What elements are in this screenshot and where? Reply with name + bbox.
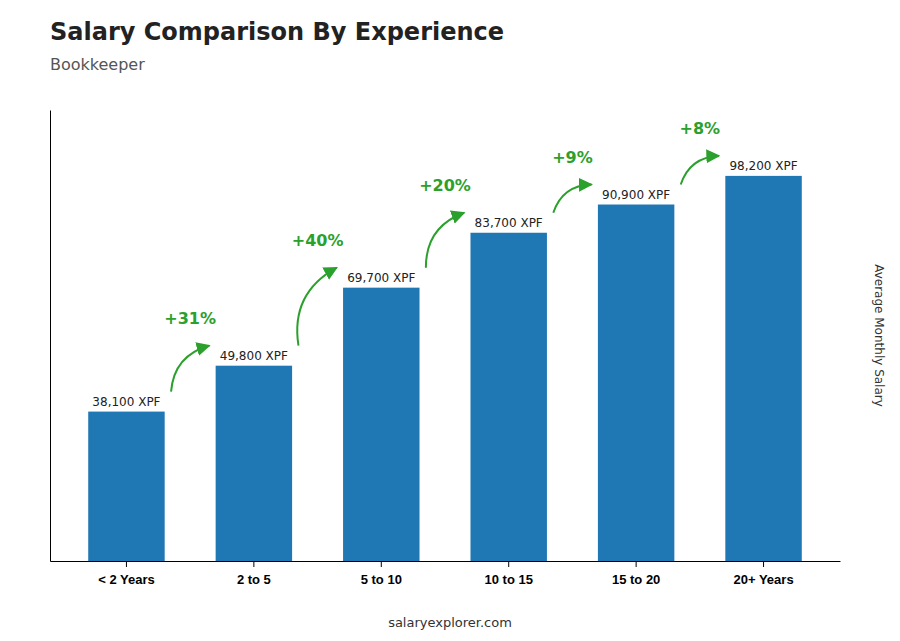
x-tick-mark	[636, 561, 637, 567]
pct-arrow	[426, 213, 464, 268]
y-axis-line	[50, 111, 51, 562]
x-axis-line	[51, 561, 841, 562]
y-axis-label: Average Monthly Salary	[872, 264, 886, 407]
y-axis	[50, 111, 51, 562]
bar	[343, 288, 419, 561]
chart: Salary Comparison By Experience Bookkeepe…	[0, 0, 900, 641]
x-tick-label: 5 to 10	[361, 572, 402, 587]
x-tick-label: 2 to 5	[237, 572, 271, 587]
x-tick: 10 to 15	[484, 561, 532, 587]
data-label: 38,100 XPF	[92, 395, 160, 409]
x-tick-label: 20+ Years	[733, 572, 793, 587]
pct-annotation: +9%	[552, 148, 593, 167]
pct-annotation: +8%	[680, 119, 721, 138]
data-label: 69,700 XPF	[347, 271, 415, 285]
x-tick: 2 to 5	[237, 561, 271, 587]
x-axis: < 2 Years 2 to 5 5 to 10 10 to 15 15 to 20 20…	[51, 561, 841, 587]
x-tick-mark	[126, 561, 127, 567]
pct-annotation: +20%	[419, 176, 471, 195]
x-tick-mark	[253, 561, 254, 567]
x-tick-label: 15 to 20	[612, 572, 660, 587]
data-label: 90,900 XPF	[602, 188, 670, 202]
x-tick: < 2 Years	[98, 561, 155, 587]
data-labels: 38,100 XPF 49,800 XPF 69,700 XPF 83,700 XPF…	[92, 159, 797, 409]
bar	[725, 176, 801, 561]
x-tick: 20+ Years	[733, 561, 793, 587]
x-tick-label: < 2 Years	[98, 572, 155, 587]
bar	[88, 412, 164, 561]
pct-arrow	[171, 346, 209, 392]
subtitle: Bookkeeper	[50, 55, 145, 74]
pct-arrow	[681, 156, 719, 185]
bar	[470, 233, 546, 561]
bar	[216, 366, 292, 561]
pct-arrow	[553, 185, 591, 213]
bars	[88, 176, 802, 561]
data-label: 98,200 XPF	[729, 159, 797, 173]
x-tick-mark	[508, 561, 509, 567]
pct-annotation: +31%	[164, 309, 216, 328]
x-tick: 5 to 10	[361, 561, 402, 587]
bar	[598, 205, 674, 561]
pct-annotation: +40%	[292, 231, 344, 250]
annotations: +31% +40% +20% +9% +8%	[164, 119, 720, 391]
x-tick-mark	[763, 561, 764, 567]
data-label: 83,700 XPF	[475, 216, 543, 230]
title: Salary Comparison By Experience	[50, 18, 504, 46]
pct-arrow	[297, 268, 336, 346]
data-label: 49,800 XPF	[220, 349, 288, 363]
footer: salaryexplorer.com	[388, 615, 512, 630]
x-tick-mark	[381, 561, 382, 567]
x-tick: 15 to 20	[612, 561, 660, 587]
x-tick-label: 10 to 15	[484, 572, 532, 587]
